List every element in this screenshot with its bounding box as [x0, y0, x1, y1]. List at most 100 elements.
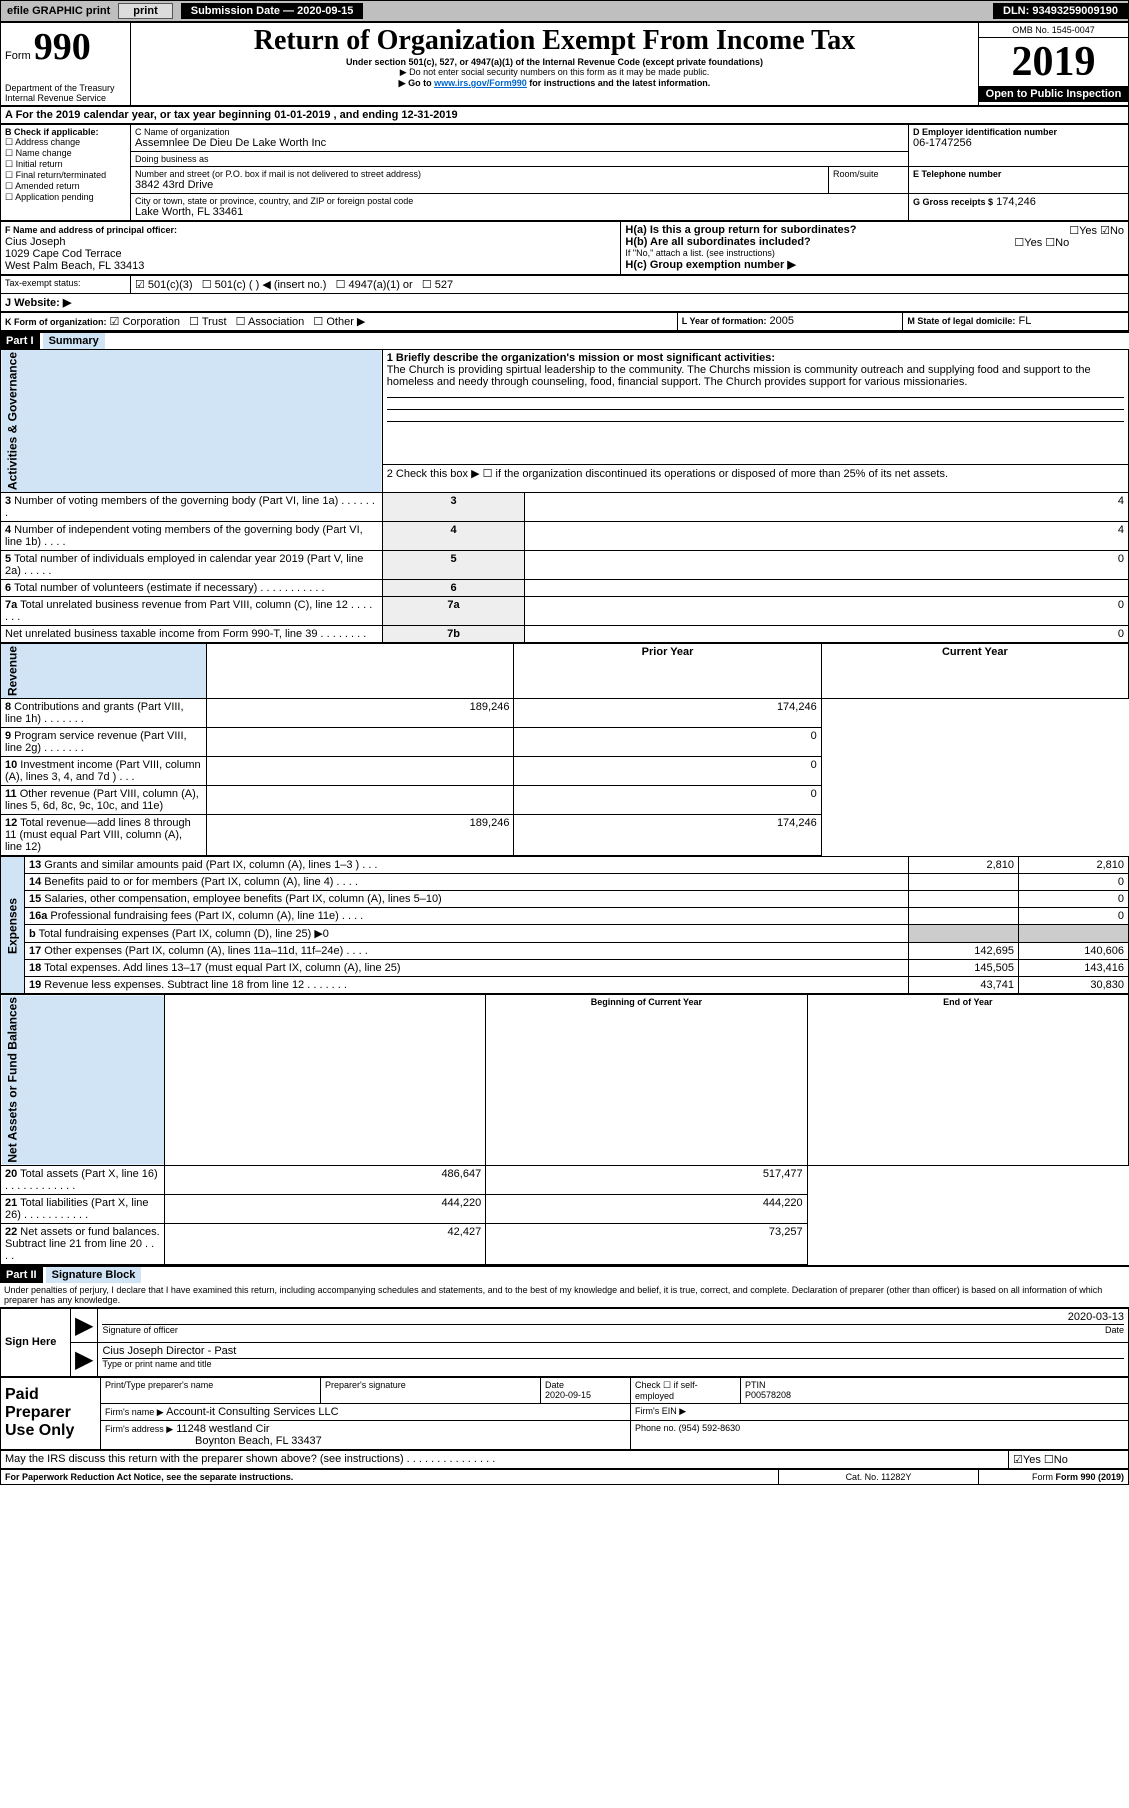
firm-phone: (954) 592-8630 [679, 1423, 741, 1433]
gov-row: 4 Number of independent voting members o… [1, 522, 1129, 551]
submission-date: Submission Date — 2020-09-15 [181, 3, 364, 19]
period-line: A For the 2019 calendar year, or tax yea… [1, 107, 1129, 124]
exp-row: 14 Benefits paid to or for members (Part… [1, 874, 1129, 891]
side-governance: Activities & Governance [1, 350, 383, 493]
year-formation: 2005 [770, 315, 794, 327]
net-row: 20 Total assets (Part X, line 16) . . . … [1, 1165, 1129, 1194]
gov-row: 7a Total unrelated business revenue from… [1, 597, 1129, 626]
sign-here: Sign Here [1, 1308, 71, 1376]
col-prior: Prior Year [514, 644, 821, 699]
firm-addr1: 11248 westland Cir [176, 1423, 269, 1435]
part2-hdr: Part II [0, 1267, 43, 1283]
boxb-item[interactable]: ☐ Final return/terminated [5, 170, 126, 181]
rev-row: 11 Other revenue (Part VIII, column (A),… [1, 786, 1129, 815]
boxb-item[interactable]: ☐ Application pending [5, 192, 126, 203]
open-to-public: Open to Public Inspection [979, 86, 1128, 102]
cat-no: Cat. No. 11282Y [779, 1469, 979, 1484]
rev-row: 9 Program service revenue (Part VIII, li… [1, 728, 1129, 757]
ptin: P00578208 [745, 1390, 791, 1400]
net-hdr-begin: Beginning of Current Year [486, 995, 807, 1166]
mission-text: The Church is providing spirtual leaders… [387, 364, 1091, 388]
hc-label: H(c) Group exemption number ▶ [625, 258, 1124, 271]
boxb-item[interactable]: ☐ Initial return [5, 159, 126, 170]
firm-name: Account-it Consulting Services LLC [166, 1406, 338, 1418]
boxb-item[interactable]: ☐ Address change [5, 137, 126, 148]
exp-row: 15 Salaries, other compensation, employe… [1, 891, 1129, 908]
website-label: J Website: ▶ [1, 294, 1129, 312]
firm-addr2: Boynton Beach, FL 33437 [195, 1435, 322, 1447]
goto-post: for instructions and the latest informat… [527, 78, 711, 88]
taxexempt-label: Tax-exempt status: [1, 276, 131, 294]
officer-addr1: 1029 Cape Cod Terrace [5, 248, 122, 260]
sig-date: 2020-03-13 [1068, 1311, 1124, 1323]
ein: 06-1747256 [913, 137, 1124, 149]
gov-row: 5 Total number of individuals employed i… [1, 551, 1129, 580]
net-row: 21 Total liabilities (Part X, line 26) .… [1, 1194, 1129, 1223]
exp-row: b Total fundraising expenses (Part IX, c… [1, 925, 1129, 943]
org-name: Assemnlee De Dieu De Lake Worth Inc [135, 137, 904, 149]
net-hdr-end: End of Year [807, 995, 1128, 1166]
officer-name-title: Cius Joseph Director - Past [102, 1345, 1124, 1359]
q2: 2 Check this box ▶ ☐ if the organization… [382, 465, 1128, 493]
g-label: G Gross receipts $ [913, 197, 993, 207]
opt-4947: 4947(a)(1) or [349, 279, 413, 291]
dln: DLN: 93493259009190 [993, 3, 1128, 19]
perjury-declaration: Under penalties of perjury, I declare th… [0, 1283, 1129, 1308]
print-button[interactable]: print [118, 3, 172, 19]
hb-label: H(b) Are all subordinates included? [625, 236, 810, 248]
form-subtitle: Under section 501(c), 527, or 4947(a)(1)… [135, 57, 974, 67]
entity-block: B Check if applicable: ☐ Address change☐… [0, 124, 1129, 221]
room-label: Room/suite [829, 167, 909, 194]
city-state-zip: Lake Worth, FL 33461 [135, 206, 904, 218]
l-label: L Year of formation: [682, 316, 767, 326]
city-label: City or town, state or province, country… [135, 196, 904, 206]
goto-pre: ▶ Go to [399, 78, 434, 88]
gov-row: 6 Total number of volunteers (estimate i… [1, 580, 1129, 597]
addr-label: Number and street (or P.O. box if mail i… [135, 169, 824, 179]
gov-row: Net unrelated business taxable income fr… [1, 626, 1129, 643]
part1-hdr: Part I [0, 333, 40, 349]
date-lbl: Date [1105, 1325, 1124, 1335]
rev-row: 12 Total revenue—add lines 8 through 11 … [1, 815, 1129, 856]
exp-row: 18 Total expenses. Add lines 13–17 (must… [1, 960, 1129, 977]
exp-row: 17 Other expenses (Part IX, column (A), … [1, 943, 1129, 960]
form-word: Form [5, 50, 31, 62]
ha-label: H(a) Is this a group return for subordin… [625, 224, 856, 236]
boxb-item[interactable]: ☐ Amended return [5, 181, 126, 192]
firm-ein-lbl: Firm's EIN ▶ [631, 1403, 1129, 1420]
pra-notice: For Paperwork Reduction Act Notice, see … [1, 1469, 779, 1484]
officer-name: Cius Joseph [5, 236, 66, 248]
form-footer: Form 990 (2019) [1055, 1472, 1124, 1482]
opt-501c3: 501(c)(3) [148, 279, 193, 291]
rev-row: 8 Contributions and grants (Part VIII, l… [1, 699, 1129, 728]
gross-receipts: 174,246 [996, 196, 1036, 208]
irs-link[interactable]: www.irs.gov/Form990 [434, 78, 527, 88]
tax-year: 2019 [979, 38, 1128, 86]
exp-row: 16a Professional fundraising fees (Part … [1, 908, 1129, 925]
prep-sig-lbl: Preparer's signature [321, 1377, 541, 1403]
ssn-note: ▶ Do not enter social security numbers o… [135, 67, 974, 78]
prep-name-lbl: Print/Type preparer's name [101, 1377, 321, 1403]
boxb-item[interactable]: ☐ Name change [5, 148, 126, 159]
e-label: E Telephone number [913, 169, 1124, 179]
col-current: Current Year [821, 644, 1128, 699]
officer-addr2: West Palm Beach, FL 33413 [5, 260, 144, 272]
opt-501c: 501(c) ( ) ◀ (insert no.) [215, 279, 327, 291]
rev-row: 10 Investment income (Part VIII, column … [1, 757, 1129, 786]
dba-label: Doing business as [135, 154, 904, 164]
side-revenue: Revenue [1, 644, 207, 699]
paid-preparer: Paid Preparer Use Only [1, 1377, 101, 1449]
efile-text: efile GRAPHIC print [7, 5, 110, 17]
opt-527: 527 [435, 279, 453, 291]
side-netassets: Net Assets or Fund Balances [1, 995, 165, 1166]
exp-row: 19 Revenue less expenses. Subtract line … [1, 977, 1129, 994]
efile-topbar: efile GRAPHIC print print Submission Dat… [0, 0, 1129, 22]
prep-date: 2020-09-15 [545, 1390, 591, 1400]
q1: 1 Briefly describe the organization's mi… [387, 352, 775, 364]
domicile: FL [1018, 315, 1031, 327]
f-label: F Name and address of principal officer: [5, 225, 177, 235]
sig-officer-lbl: Signature of officer [102, 1325, 177, 1335]
check-self: Check ☐ if self-employed [631, 1377, 741, 1403]
dept-treasury: Department of the Treasury Internal Reve… [5, 83, 126, 103]
m-label: M State of legal domicile: [907, 316, 1015, 326]
